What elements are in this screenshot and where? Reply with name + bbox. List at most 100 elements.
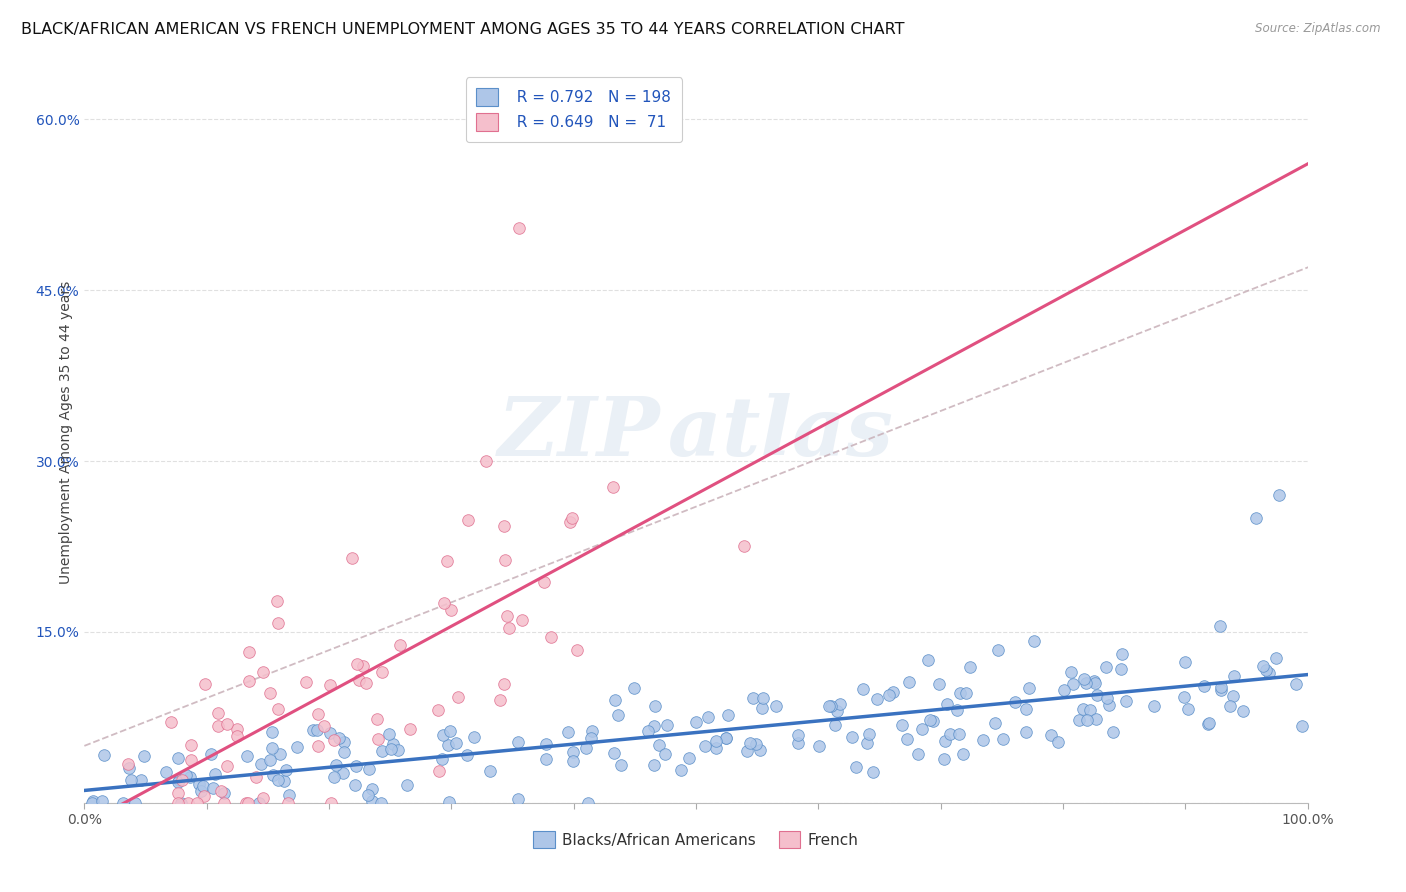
Point [540, 630, 562, 644]
Point [260, 725, 283, 739]
Point [359, 762, 381, 776]
Point [1111, 647, 1133, 661]
Point [90, 794, 112, 808]
Point [1098, 698, 1121, 712]
Point [328, 731, 350, 745]
Point [180, 753, 202, 767]
Point [396, 778, 419, 792]
Point [562, 745, 585, 759]
Point [437, 738, 460, 752]
Point [347, 673, 370, 688]
Point [882, 685, 904, 699]
Text: Source: ZipAtlas.com: Source: ZipAtlas.com [1256, 22, 1381, 36]
Point [643, 758, 665, 772]
Point [202, 781, 225, 796]
Point [302, 723, 325, 737]
Point [714, 731, 737, 745]
Point [193, 789, 215, 803]
Point [399, 722, 422, 736]
Point [1264, 651, 1286, 665]
Point [321, 796, 343, 810]
Point [357, 789, 380, 803]
Point [124, 796, 146, 810]
Point [856, 736, 879, 750]
Point [1285, 677, 1308, 691]
Point [786, 736, 808, 750]
Point [193, 677, 215, 691]
Point [745, 737, 768, 751]
Point [938, 726, 960, 740]
Point [1115, 694, 1137, 708]
Point [987, 643, 1010, 657]
Point [432, 728, 454, 742]
Point [479, 764, 502, 778]
Point [267, 702, 290, 716]
Point [475, 454, 498, 468]
Point [155, 764, 177, 779]
Point [1143, 698, 1166, 713]
Point [752, 691, 775, 706]
Point [972, 732, 994, 747]
Point [1022, 633, 1045, 648]
Point [238, 796, 260, 810]
Point [305, 723, 328, 738]
Point [120, 773, 142, 788]
Point [825, 704, 848, 718]
Point [170, 796, 193, 810]
Point [436, 553, 458, 567]
Point [693, 739, 716, 753]
Point [644, 698, 666, 713]
Point [430, 752, 453, 766]
Point [922, 714, 945, 729]
Point [388, 639, 411, 653]
Point [111, 796, 134, 810]
Point [215, 758, 238, 772]
Point [200, 747, 222, 762]
Point [252, 665, 274, 680]
Point [494, 552, 516, 566]
Point [267, 772, 290, 787]
Point [426, 703, 449, 717]
Point [654, 747, 676, 761]
Point [273, 773, 295, 788]
Point [439, 723, 461, 738]
Point [177, 796, 200, 810]
Point [1084, 712, 1107, 726]
Point [236, 748, 259, 763]
Point [278, 788, 301, 802]
Point [898, 674, 921, 689]
Point [277, 796, 299, 810]
Point [1198, 715, 1220, 730]
Point [955, 686, 977, 700]
Point [1046, 734, 1069, 748]
Point [447, 690, 470, 705]
Point [172, 773, 194, 788]
Point [1268, 488, 1291, 502]
Point [118, 761, 141, 775]
Point [866, 691, 889, 706]
Point [380, 742, 402, 756]
Point [818, 699, 841, 714]
Point [993, 731, 1015, 746]
Y-axis label: Unemployment Among Ages 35 to 44 years: Unemployment Among Ages 35 to 44 years [59, 281, 73, 584]
Point [643, 719, 665, 733]
Point [160, 715, 183, 730]
Point [1076, 676, 1098, 690]
Point [249, 756, 271, 771]
Point [166, 786, 188, 800]
Point [382, 737, 405, 751]
Point [1222, 690, 1244, 704]
Point [238, 674, 260, 689]
Point [366, 712, 388, 726]
Point [344, 778, 367, 792]
Point [533, 575, 555, 590]
Point [294, 674, 316, 689]
Point [82, 794, 104, 808]
Point [704, 734, 727, 748]
Point [751, 701, 773, 715]
Point [1109, 662, 1132, 676]
Point [134, 748, 156, 763]
Point [212, 796, 235, 810]
Point [918, 714, 941, 728]
Point [841, 731, 863, 745]
